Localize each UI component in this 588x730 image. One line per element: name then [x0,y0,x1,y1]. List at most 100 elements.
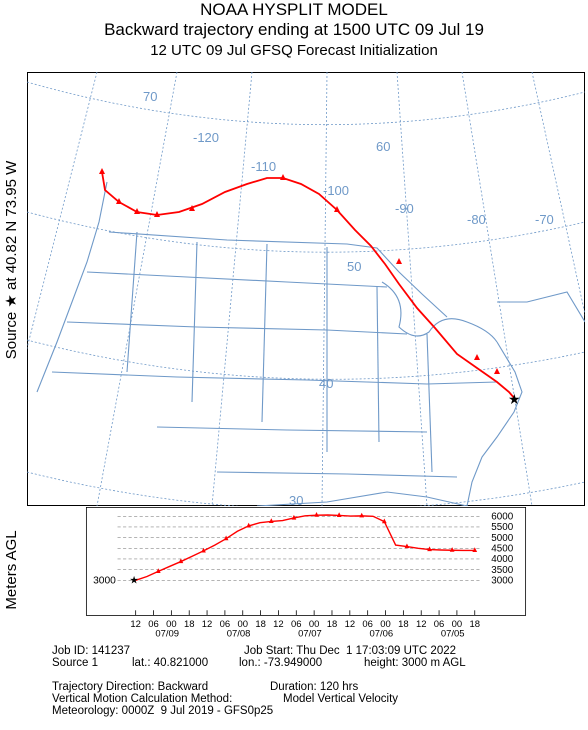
lat-label-30: 30 [289,493,303,506]
maritime-coast [497,291,585,323]
y-tick-label: 6000 [491,511,513,522]
state-lines-2 [66,321,408,335]
vertical-method: Vertical Motion Calculation Method: [52,693,233,705]
state-lines-3 [51,371,498,385]
x-hour-label: 18 [398,619,409,630]
marker [280,174,286,180]
marker [134,208,140,214]
marker [474,354,480,360]
lat-line-30 [27,471,585,506]
lat-line-60 [27,81,585,126]
state-verticals-2 [191,241,198,403]
x-hour-label: 18 [469,619,480,630]
series-marker [223,535,229,541]
series-marker [359,512,365,518]
lat-label-50: 50 [347,259,361,274]
series-marker [201,547,206,553]
state-lines-1 [86,271,388,288]
lon-line-120 [96,72,178,506]
y-tick-label: 4500 [491,543,513,554]
source-lon: lon.: -73.949000 [239,657,323,669]
east-coast [466,341,523,506]
x-hour-label: 12 [416,619,427,630]
title-line-2: Backward trajectory ending at 1500 UTC 0… [104,20,484,39]
y-tick-label: 3500 [491,565,513,576]
canada-border [108,231,448,318]
lon-label-110: -110 [251,159,276,174]
vertical-value: Model Vertical Velocity [283,693,399,705]
state-lines-5 [216,471,458,478]
x-hour-label: 12 [130,619,141,630]
state-verticals-1 [126,231,138,373]
x-hour-label: 06 [148,619,159,630]
traj-direction: Trajectory Direction: Backward [52,681,209,693]
lat-line-50 [27,211,585,253]
y-tick-label: 5000 [491,533,513,544]
lon-label-70: 70 [143,89,157,104]
state-verticals-5 [376,286,380,443]
source-id: Source 1 [52,657,99,669]
state-verticals-6 [426,333,433,473]
meteorology: Meteorology: 0000Z 9 Jul 2019 - GFS0p25 [52,705,274,717]
state-lines-4 [156,426,428,433]
lon-line-110 [211,72,253,506]
y-tick-label: 5500 [491,522,513,533]
x-hour-label: 00 [452,619,463,630]
vertical-label-text: Meters AGL [3,530,20,609]
y-tick-label: 4000 [491,554,513,565]
x-hour-label: 06 [362,619,373,630]
x-hour-label: 18 [255,619,266,630]
west-coast [36,181,108,393]
source-height: height: 3000 m AGL [364,657,466,669]
series-markers [155,512,478,573]
trajectory-map: 70 -120 -110 -100 60 -90 -80 -70 50 40 3… [27,72,585,506]
marker [99,168,105,174]
x-date-label: 07/08 [227,628,251,639]
series-marker [178,558,184,564]
lon-label-100: -100 [323,183,349,198]
x-hour-label: 12 [273,619,284,630]
x-hour-label: 18 [327,619,338,630]
series-marker [291,514,297,520]
marker [189,205,195,211]
job-start: Job Start: Thu Dec 1 17:03:09 UTC 2022 [244,645,457,657]
series-marker [336,512,342,518]
job-id: Job ID: 141237 [52,645,131,657]
x-hour-label: 06 [434,619,445,630]
source-label-text: Source ★ at 40.82 N 73.95 W [3,160,20,359]
state-verticals-3 [261,243,268,423]
series-marker [404,543,410,549]
source-height-label: 3000 [93,575,116,586]
x-date-label: 07/06 [370,628,394,639]
source-star: ★ [508,391,521,407]
source-star-chart: ★ [129,575,138,586]
series-marker [472,547,478,553]
series-marker [449,547,455,552]
marker [154,211,160,217]
x-hour-label: 06 [220,619,231,630]
lon-line-100 [321,72,328,506]
marker [396,258,402,264]
x-axis: 12 06 00 18 12 06 00 18 12 06 00 18 12 06 00 18 12 06 00 18… [130,610,480,639]
series-marker [246,522,252,528]
lon-line-80 [461,72,533,506]
x-hour-label: 12 [345,619,356,630]
lon-line-90 [396,72,428,506]
series-marker [314,512,319,517]
lon-lat-labels: 70 -120 -110 -100 60 -90 -80 -70 50 40 3… [143,89,554,506]
vertical-label: Meters AGL [3,530,20,609]
info-block: Job ID: 141237 Job Start: Thu Dec 1 17:0… [32,645,588,730]
marker [116,198,122,204]
marker [334,206,340,212]
lon-label-90: -90 [395,201,414,216]
x-date-label: 07/09 [155,628,179,639]
x-hour-label: 00 [237,619,248,630]
trajectory-markers [99,168,500,374]
great-lakes [381,281,498,343]
lon-label-80: -80 [467,212,486,227]
series-marker [268,518,274,523]
x-hour-label: 12 [202,619,213,630]
lat-label-40: 40 [319,376,333,391]
x-date-label: 07/07 [298,628,322,639]
